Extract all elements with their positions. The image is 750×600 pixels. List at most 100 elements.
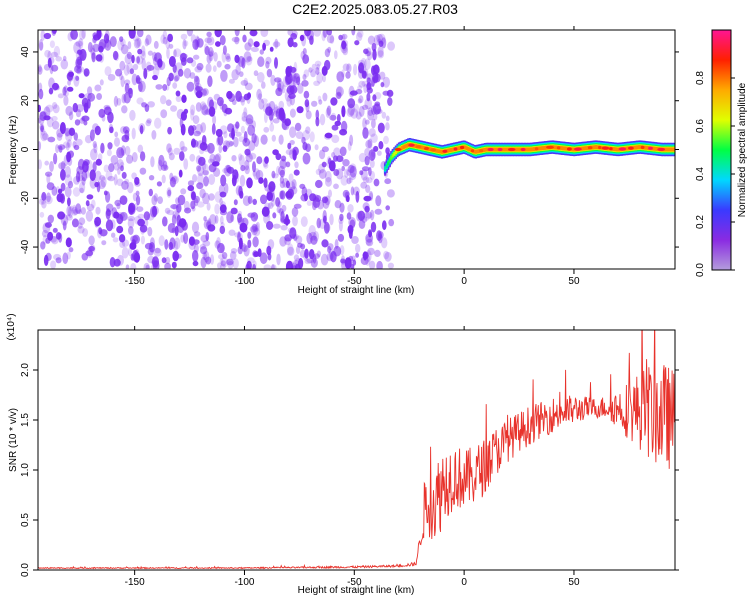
spectrogram-cell: [289, 108, 296, 118]
spectrogram-cell: [171, 227, 176, 234]
spectrogram-cell: [373, 145, 379, 152]
spectrogram-cell: [637, 145, 640, 150]
spectrogram-cell: [49, 40, 56, 48]
spectrogram-cell: [280, 211, 285, 218]
spectrogram-cell: [136, 37, 142, 47]
spectrogram-cell: [341, 33, 348, 40]
spectrogram-cell: [281, 84, 286, 94]
spectrogram-cell: [277, 208, 285, 214]
spectrogram-cell: [151, 130, 157, 140]
spectrogram-cell: [81, 177, 86, 186]
spectrogram-cell: [381, 37, 387, 49]
spectrogram-cell: [251, 224, 258, 232]
spectrogram-cell: [167, 126, 173, 135]
spectrogram-cell: [354, 40, 360, 46]
spectrogram-cell: [341, 40, 347, 50]
spectrogram-cell: [306, 30, 314, 41]
spectrogram-cell: [202, 240, 211, 247]
spectrogram-cell: [262, 42, 266, 51]
spectrogram-cell: [564, 146, 567, 151]
spectrogram-cell: [349, 172, 357, 181]
spectrogram-cell: [205, 256, 212, 265]
spectrogram-cell: [220, 174, 227, 187]
spectrogram-cell: [129, 242, 137, 250]
spectrogram-cell: [121, 180, 129, 190]
spectrogram-cell: [135, 75, 141, 84]
spectrogram-cell: [231, 155, 237, 162]
spectrogram-cell: [175, 95, 182, 103]
spectrogram-cell: [504, 147, 507, 152]
spectrogram-cell: [65, 214, 73, 221]
spectrogram-cell: [183, 40, 189, 47]
spectrogram-cell: [365, 47, 372, 57]
spectrogram-cell: [665, 147, 668, 152]
spectrogram-cell: [293, 203, 302, 209]
spectrogram-cell: [378, 233, 383, 244]
spectrogram-cell: [76, 104, 84, 113]
spectrogram-cell: [322, 92, 328, 102]
spectrogram-cell: [202, 88, 209, 96]
spectrogram-cell: [319, 113, 326, 126]
spectrogram-cell: [353, 63, 358, 76]
spectrogram-cell: [202, 192, 210, 205]
spectrogram-cell: [278, 111, 286, 121]
spectrogram-cell: [180, 33, 188, 40]
spectrogram-cell: [365, 140, 372, 149]
spectrogram-ytick-label: 0: [20, 146, 31, 152]
spectrogram-cell: [315, 116, 320, 127]
spectrogram-cell: [591, 145, 594, 150]
spectrogram-cell: [611, 147, 614, 151]
spectrogram-cell: [95, 158, 103, 166]
spectrogram-cell: [167, 147, 173, 156]
spectrogram-cell: [244, 42, 252, 51]
spectrogram-cell: [295, 131, 304, 140]
spectrogram-cell: [200, 103, 208, 115]
spectrogram-cell: [55, 257, 62, 264]
spectrogram-cell: [614, 147, 617, 152]
spectrogram-cell: [207, 142, 215, 154]
spectrogram-cell: [172, 64, 177, 73]
spectrogram-cell: [279, 181, 286, 189]
spectrogram-cell: [281, 204, 287, 212]
spectrogram-cell: [525, 147, 528, 152]
spectrogram-cell: [315, 168, 322, 175]
spectrogram-cell: [528, 147, 531, 152]
spectrogram-cell: [165, 38, 170, 49]
spectrogram-cell: [162, 36, 168, 45]
spectrogram-cell: [281, 155, 287, 162]
spectrogram-cell: [266, 245, 272, 256]
spectrogram-cell: [657, 147, 666, 151]
spectrogram-cell: [634, 145, 637, 150]
spectrogram-cell: [313, 253, 321, 259]
spectrogram-cell: [179, 140, 185, 151]
spectrogram-cell: [189, 153, 196, 162]
spectrogram-cell: [168, 56, 176, 67]
spectrogram-cell: [316, 72, 323, 84]
spectrogram-cell: [100, 142, 105, 154]
spectrogram-cell: [368, 190, 374, 200]
spectrogram-cell: [82, 228, 88, 237]
spectrogram-cell: [259, 49, 264, 55]
spectrogram-cell: [373, 178, 380, 187]
spectrogram-cell: [387, 97, 393, 106]
spectrogram-cell: [94, 216, 102, 227]
spectrogram-cell: [137, 144, 144, 153]
spectrogram-cell: [44, 195, 53, 205]
spectrogram-cell: [220, 69, 228, 82]
spectrogram-cell: [51, 115, 58, 122]
spectrogram-cell: [38, 114, 45, 126]
spectrogram-cell: [190, 189, 195, 201]
spectrogram-cell: [303, 69, 310, 78]
spectrogram-cell: [347, 98, 356, 109]
spectrogram-cell: [324, 48, 331, 58]
spectrogram-cell: [108, 163, 115, 173]
spectrogram-cell: [382, 220, 387, 231]
spectrogram-cell: [609, 147, 613, 151]
spectrogram-cell: [467, 146, 470, 151]
spectrogram-cell: [205, 231, 210, 242]
spectrogram-cell: [199, 188, 206, 199]
spectrogram-cell: [358, 152, 367, 163]
spectrogram-cell: [195, 155, 202, 165]
spectrogram-cell: [162, 84, 168, 91]
spectrogram-cell: [368, 166, 372, 177]
